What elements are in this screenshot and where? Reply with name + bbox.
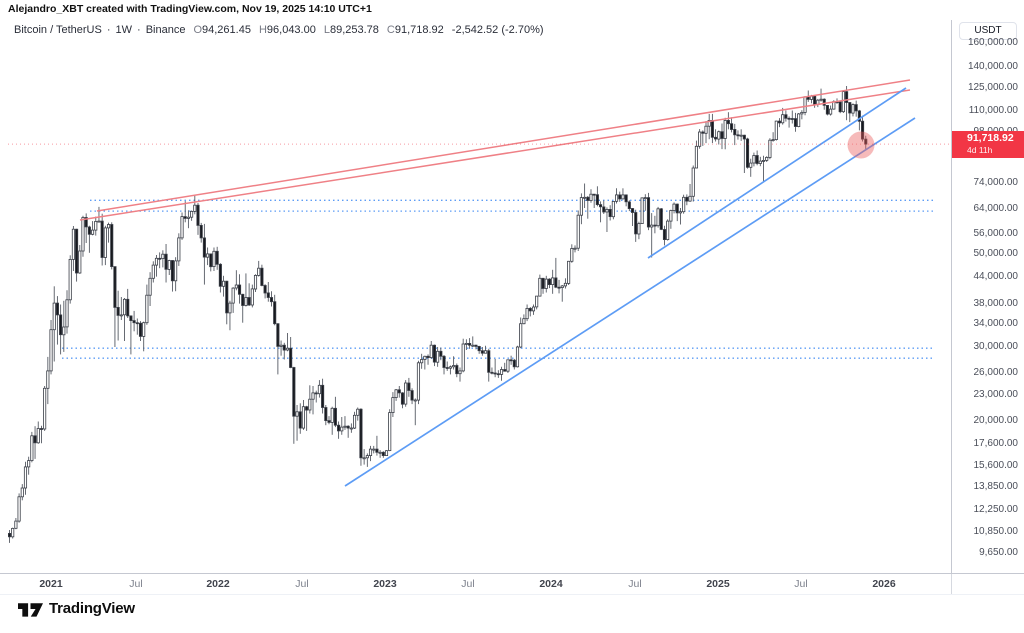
symbol-title[interactable]: Bitcoin / TetherUS [14,24,102,36]
price-tick: 10,850.00 [973,526,1019,537]
time-tick-year: 2021 [39,578,63,590]
price-tick: 20,000.00 [973,415,1019,426]
currency-toggle-button[interactable]: USDT [959,22,1017,40]
tradingview-logo-text[interactable]: TradingView [49,600,135,617]
time-tick-month: Jul [295,578,309,590]
low-label: L [323,24,330,36]
price-tick: 44,000.00 [973,271,1019,282]
open-value: 94,261.45 [202,24,251,36]
price-tick: 34,000.00 [973,318,1019,329]
bar-countdown: 4d 11h [967,145,993,155]
time-tick-year: 2025 [706,578,730,590]
time-tick-year: 2023 [373,578,397,590]
price-tick: 17,600.00 [973,438,1019,449]
footer-logo[interactable]: TradingView [18,600,135,617]
price-tick: 9,650.00 [979,547,1018,558]
candles-series [8,86,868,543]
price-tick: 12,250.00 [973,504,1019,515]
price-tick: 140,000.00 [967,61,1018,72]
legend-separator: · [137,24,141,36]
axis-corner-divider [951,574,952,594]
time-tick-month: Jul [461,578,475,590]
price-tick: 74,000.00 [973,177,1019,188]
current-price-label: 91,718.92 4d 11h [952,131,1024,158]
price-tick: 26,000.00 [973,367,1019,378]
time-tick-year: 2024 [539,578,563,590]
price-axis[interactable]: USDT 160,000.00 140,000.00 125,000.00 110,0… [951,20,1024,573]
time-tick-month: Jul [794,578,808,590]
time-tick-year: 2022 [206,578,230,590]
price-tick: 38,000.00 [973,298,1019,309]
highlight-circle-annotation[interactable] [847,131,875,159]
open-label: O [193,24,203,36]
high-label: H [258,24,267,36]
close-label: C [386,24,395,36]
time-tick-year: 2026 [872,578,896,590]
price-tick: 23,000.00 [973,389,1019,400]
attribution-text: Alejandro_XBT created with TradingView.c… [8,3,372,15]
time-axis[interactable]: 2021 Jul 2022 Jul 2023 Jul 2024 Jul 2025 Jul 2026 [0,573,1024,595]
price-tick: 64,000.00 [973,203,1019,214]
symbol-legend[interactable]: Bitcoin / TetherUS · 1W · Binance O94,26… [14,24,544,36]
time-tick-month: Jul [628,578,642,590]
time-tick-month: Jul [129,578,143,590]
change-value: -2,542.52 (-2.70%) [451,24,544,36]
price-tick: 125,000.00 [967,82,1018,93]
price-tick: 30,000.00 [973,341,1019,352]
price-tick: 15,600.00 [973,460,1019,471]
price-tick: 160,000.00 [967,37,1018,48]
close-value: 91,718.92 [394,24,444,36]
blue-trendlines[interactable] [344,87,916,487]
price-tick: 56,000.00 [973,228,1019,239]
price-tick: 110,000.00 [968,105,1018,116]
current-price-value: 91,718.92 [967,132,1014,144]
legend-separator: · [106,24,111,36]
interval-label[interactable]: 1W [115,24,133,36]
dotted-level-lines[interactable] [62,199,933,359]
price-tick: 50,000.00 [973,248,1019,259]
red-trendlines[interactable] [79,79,911,221]
price-tick: 13,850.00 [973,481,1019,492]
high-value: 96,043.00 [266,24,316,36]
low-value: 89,253.78 [329,24,379,36]
exchange-label[interactable]: Binance [145,24,186,36]
tradingview-logo-icon[interactable] [18,600,43,617]
